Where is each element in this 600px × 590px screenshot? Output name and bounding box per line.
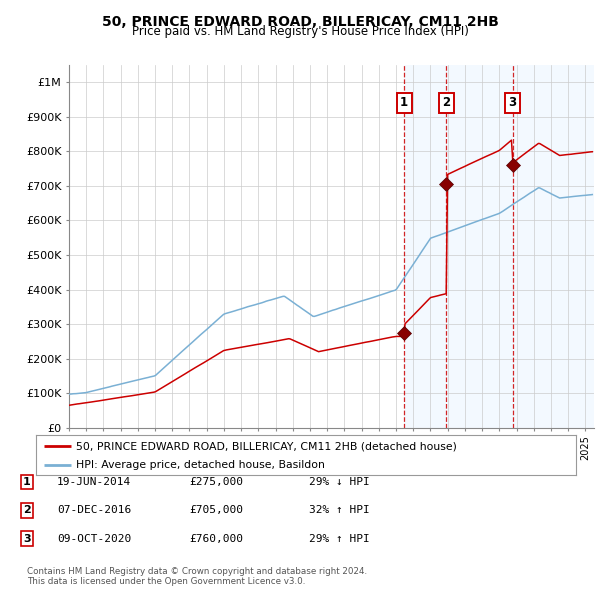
Text: 50, PRINCE EDWARD ROAD, BILLERICAY, CM11 2HB (detached house): 50, PRINCE EDWARD ROAD, BILLERICAY, CM11… xyxy=(77,441,457,451)
Text: £705,000: £705,000 xyxy=(189,506,243,515)
Text: 1: 1 xyxy=(400,97,408,110)
Text: 1: 1 xyxy=(23,477,31,487)
Text: £275,000: £275,000 xyxy=(189,477,243,487)
Bar xyxy=(404,65,446,428)
Text: This data is licensed under the Open Government Licence v3.0.: This data is licensed under the Open Gov… xyxy=(27,577,305,586)
Text: 07-DEC-2016: 07-DEC-2016 xyxy=(57,506,131,515)
Text: Price paid vs. HM Land Registry's House Price Index (HPI): Price paid vs. HM Land Registry's House … xyxy=(131,25,469,38)
Bar xyxy=(446,65,512,428)
Text: 29% ↓ HPI: 29% ↓ HPI xyxy=(309,477,370,487)
Bar xyxy=(512,65,594,428)
Text: 09-OCT-2020: 09-OCT-2020 xyxy=(57,534,131,543)
Text: 32% ↑ HPI: 32% ↑ HPI xyxy=(309,506,370,515)
Text: 3: 3 xyxy=(23,534,31,543)
Text: 2: 2 xyxy=(442,97,451,110)
Text: 50, PRINCE EDWARD ROAD, BILLERICAY, CM11 2HB: 50, PRINCE EDWARD ROAD, BILLERICAY, CM11… xyxy=(101,15,499,29)
Text: 3: 3 xyxy=(509,97,517,110)
Text: 2: 2 xyxy=(23,506,31,515)
Text: Contains HM Land Registry data © Crown copyright and database right 2024.: Contains HM Land Registry data © Crown c… xyxy=(27,566,367,576)
Text: 19-JUN-2014: 19-JUN-2014 xyxy=(57,477,131,487)
Text: HPI: Average price, detached house, Basildon: HPI: Average price, detached house, Basi… xyxy=(77,460,325,470)
Text: 29% ↑ HPI: 29% ↑ HPI xyxy=(309,534,370,543)
Text: £760,000: £760,000 xyxy=(189,534,243,543)
